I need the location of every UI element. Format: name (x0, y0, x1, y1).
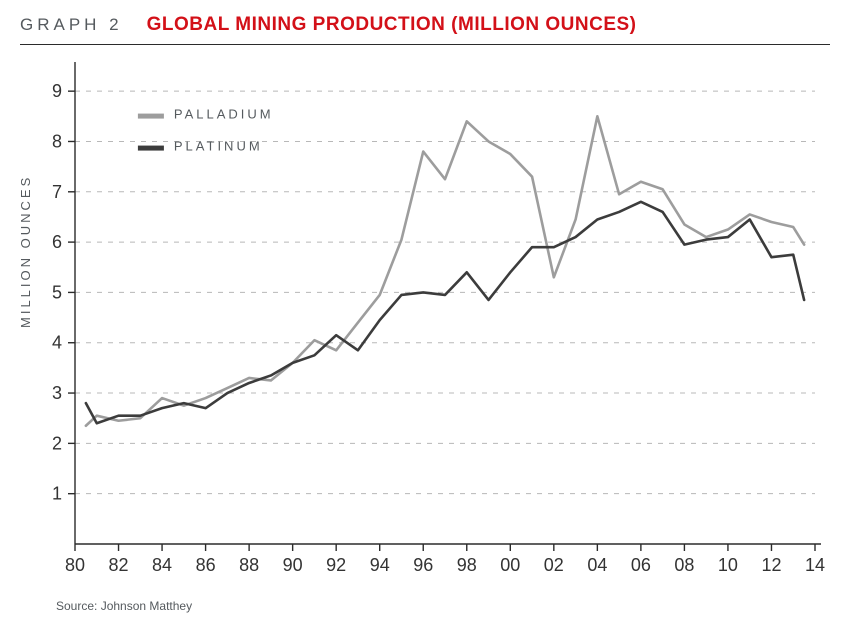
line-chart: 1234567898082848688909294969800020406081… (20, 48, 830, 586)
y-tick-label: 7 (52, 182, 62, 202)
x-tick-label: 02 (544, 555, 564, 575)
x-tick-label: 84 (152, 555, 172, 575)
chart-area: MILLION OUNCES 1234567898082848688909294… (20, 48, 830, 586)
x-tick-label: 86 (196, 555, 216, 575)
x-tick-label: 94 (370, 555, 390, 575)
y-tick-label: 3 (52, 383, 62, 403)
y-tick-label: 1 (52, 484, 62, 504)
x-tick-label: 90 (283, 555, 303, 575)
chart-title: GLOBAL MINING PRODUCTION (MILLION OUNCES… (147, 14, 637, 36)
legend-label: PLATINUM (174, 139, 263, 154)
x-tick-label: 82 (109, 555, 129, 575)
x-tick-label: 06 (631, 555, 651, 575)
legend-swatch (138, 114, 164, 119)
x-tick-label: 80 (65, 555, 85, 575)
x-tick-label: 08 (674, 555, 694, 575)
x-tick-label: 14 (805, 555, 825, 575)
y-tick-label: 4 (52, 333, 62, 353)
x-tick-label: 98 (457, 555, 477, 575)
y-tick-label: 9 (52, 81, 62, 101)
x-tick-label: 00 (500, 555, 520, 575)
legend-swatch (138, 146, 164, 151)
y-tick-label: 2 (52, 433, 62, 453)
chart-page: { "header": { "graph_number": "GRAPH 2",… (0, 0, 850, 617)
x-tick-label: 92 (326, 555, 346, 575)
y-tick-label: 5 (52, 282, 62, 302)
x-tick-label: 88 (239, 555, 259, 575)
y-tick-label: 6 (52, 232, 62, 252)
y-tick-label: 8 (52, 131, 62, 151)
chart-header: GRAPH 2 GLOBAL MINING PRODUCTION (MILLIO… (20, 14, 830, 36)
legend-label: PALLADIUM (174, 107, 274, 122)
source-line: Source: Johnson Matthey (56, 599, 192, 613)
x-tick-label: 12 (761, 555, 781, 575)
series-palladium (86, 116, 804, 425)
x-tick-label: 96 (413, 555, 433, 575)
y-axis-label: MILLION OUNCES (18, 175, 33, 328)
series-platinum (86, 202, 804, 423)
header-rule (20, 44, 830, 45)
graph-number: GRAPH 2 (20, 15, 123, 35)
x-tick-label: 10 (718, 555, 738, 575)
x-tick-label: 04 (587, 555, 607, 575)
